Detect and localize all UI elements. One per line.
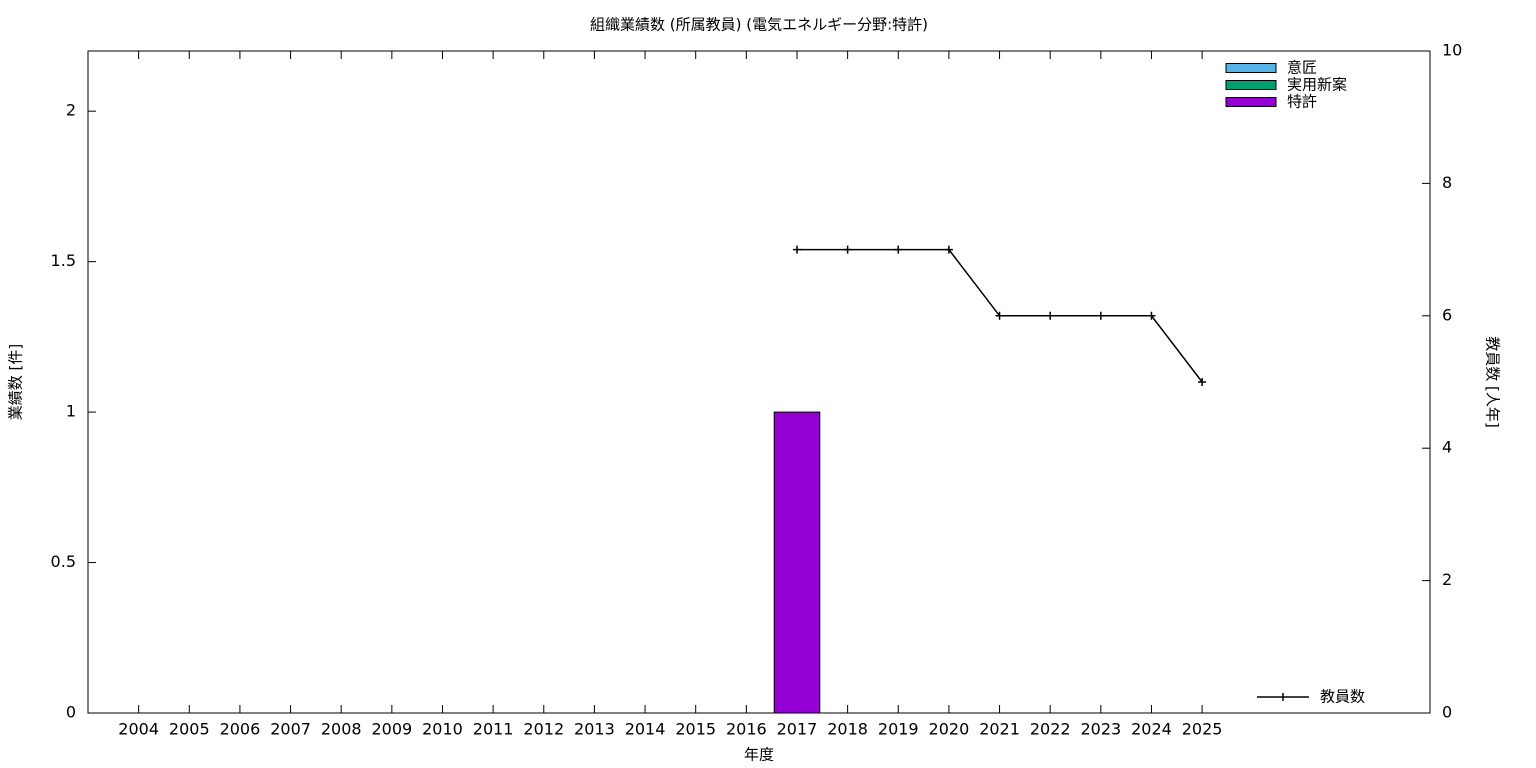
y2-tick-label: 2 (1442, 570, 1452, 589)
y2-tick-label: 6 (1442, 305, 1452, 324)
y-tick-label: 1 (66, 402, 76, 421)
y-tick-label: 0.5 (51, 552, 76, 571)
line-marker (792, 245, 801, 254)
line-marker (1046, 311, 1055, 320)
x-tick-label: 2008 (321, 720, 362, 739)
legend-swatch (1225, 80, 1277, 90)
legend-label: 特許 (1287, 93, 1317, 111)
line-marker (1096, 311, 1105, 320)
x-axis-label: 年度 (744, 746, 774, 764)
line-marker (995, 311, 1004, 320)
legend-line (1257, 693, 1309, 701)
legend-label: 教員数 (1320, 688, 1365, 706)
x-tick-label: 2007 (270, 720, 311, 739)
y-tick-label: 2 (66, 101, 76, 120)
legend-label: 実用新案 (1287, 76, 1347, 94)
y2-tick-label: 10 (1442, 41, 1462, 60)
x-tick-label: 2004 (118, 720, 159, 739)
x-tick-label: 2018 (827, 720, 868, 739)
x-tick-label: 2005 (169, 720, 210, 739)
line-marker (843, 245, 852, 254)
line-marker (1147, 311, 1156, 320)
x-tick-label: 2019 (878, 720, 919, 739)
x-tick-label: 2015 (675, 720, 716, 739)
line-marker (944, 245, 953, 254)
x-tick-label: 2025 (1182, 720, 1223, 739)
y-tick-label: 1.5 (51, 251, 76, 270)
y-tick-label: 0 (66, 703, 76, 722)
legend-label: 意匠 (1287, 59, 1317, 77)
x-tick-label: 2021 (979, 720, 1020, 739)
y-axis-label: 業績数 [件] (7, 344, 25, 420)
x-tick-label: 2011 (473, 720, 514, 739)
x-tick-label: 2014 (625, 720, 666, 739)
line-marker (1198, 378, 1207, 386)
x-tick-label: 2023 (1080, 720, 1121, 739)
plot-frame (87, 50, 1431, 714)
y2-axis-label: 教員数 [人年] (1484, 336, 1502, 427)
x-tick-label: 2020 (929, 720, 970, 739)
y2-tick-label: 4 (1442, 438, 1452, 457)
y2-tick-label: 0 (1442, 703, 1452, 722)
x-tick-label: 2016 (726, 720, 767, 739)
x-tick-label: 2010 (422, 720, 463, 739)
x-tick-label: 2006 (220, 720, 261, 739)
x-tick-label: 2009 (371, 720, 412, 739)
x-tick-label: 2012 (523, 720, 564, 739)
x-tick-label: 2017 (777, 720, 818, 739)
x-tick-label: 2013 (574, 720, 615, 739)
y2-tick-label: 8 (1442, 173, 1452, 192)
bar (773, 411, 821, 714)
legend-swatch (1225, 97, 1277, 107)
legend-swatch (1225, 63, 1277, 73)
x-tick-label: 2022 (1030, 720, 1071, 739)
chart-title: 組織業績数 (所属教員) (電気エネルギー分野:特許) (590, 16, 928, 34)
line-marker (894, 245, 903, 254)
x-tick-label: 2024 (1131, 720, 1172, 739)
